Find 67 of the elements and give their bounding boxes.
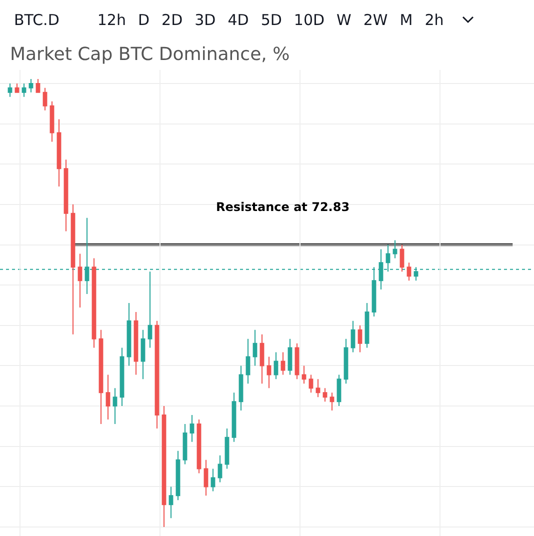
text: 2h: [424, 11, 444, 29]
candlestick: [8, 82, 12, 98]
candlestick: [288, 338, 292, 376]
text: D: [138, 11, 150, 29]
candlestick: [260, 334, 264, 384]
candlestick: [154, 320, 160, 429]
candlestick: [232, 392, 236, 442]
candlestick: [14, 82, 20, 93]
text: 4D: [228, 11, 249, 29]
text: M: [400, 11, 413, 29]
text: 2D: [162, 11, 183, 29]
candlestick: [42, 87, 48, 111]
candlestick: [78, 253, 82, 308]
text: W: [336, 11, 352, 29]
candlestick: [176, 450, 180, 501]
text: 3D: [194, 11, 216, 29]
candlestick: [120, 347, 124, 407]
candlestick: [274, 352, 278, 380]
candlestick: [182, 423, 188, 465]
candlestick: [134, 311, 138, 376]
candlestick: [406, 262, 412, 282]
candlestick: [350, 320, 356, 353]
candlestick: [210, 468, 216, 492]
text: 10D: [294, 11, 325, 29]
candlestick: [322, 388, 328, 402]
candlestick: [308, 374, 314, 394]
candlestick: [204, 459, 208, 496]
candlestick: [316, 378, 320, 398]
candlestick: [112, 388, 118, 424]
candlestick: [98, 329, 104, 424]
candlestick: [238, 365, 244, 412]
candlestick: [364, 302, 370, 348]
candlestick: [196, 419, 202, 474]
candlestick: [140, 329, 146, 380]
candlestick: [126, 302, 132, 366]
candlestick: [266, 356, 272, 389]
candlestick: [344, 338, 348, 384]
candlestick: [50, 100, 54, 142]
candlestick: [70, 204, 76, 335]
ref-line-label: Resistance at 72.83: [216, 200, 350, 214]
candlestick: [358, 324, 362, 353]
candlestick: [252, 329, 258, 366]
text: 12h: [97, 11, 126, 29]
candlestick: [168, 486, 174, 519]
candlestick: [162, 406, 166, 528]
candlestick: [92, 258, 96, 348]
candlestick: [280, 352, 286, 376]
candlestick: [330, 392, 334, 412]
candlestick: [336, 374, 342, 407]
text: 5D: [260, 11, 282, 29]
candlestick: [400, 244, 404, 272]
candlestick: [56, 118, 62, 187]
candlestick: [22, 82, 26, 98]
candlestick: [36, 78, 40, 93]
chart-title: Market Cap BTC Dominance, %: [9, 43, 291, 67]
candlestick: [302, 365, 306, 384]
candlestick: [294, 342, 300, 380]
candlestick: [246, 338, 250, 384]
text: 2W: [363, 11, 388, 29]
candlestick: [106, 374, 110, 420]
candlestick: [392, 240, 398, 259]
candlestick: [64, 159, 68, 232]
candlestick: [28, 78, 34, 93]
candlestick: [218, 454, 222, 483]
candlestick: [224, 428, 230, 470]
text: BTC.D: [14, 11, 60, 29]
candlestick: [190, 414, 194, 442]
